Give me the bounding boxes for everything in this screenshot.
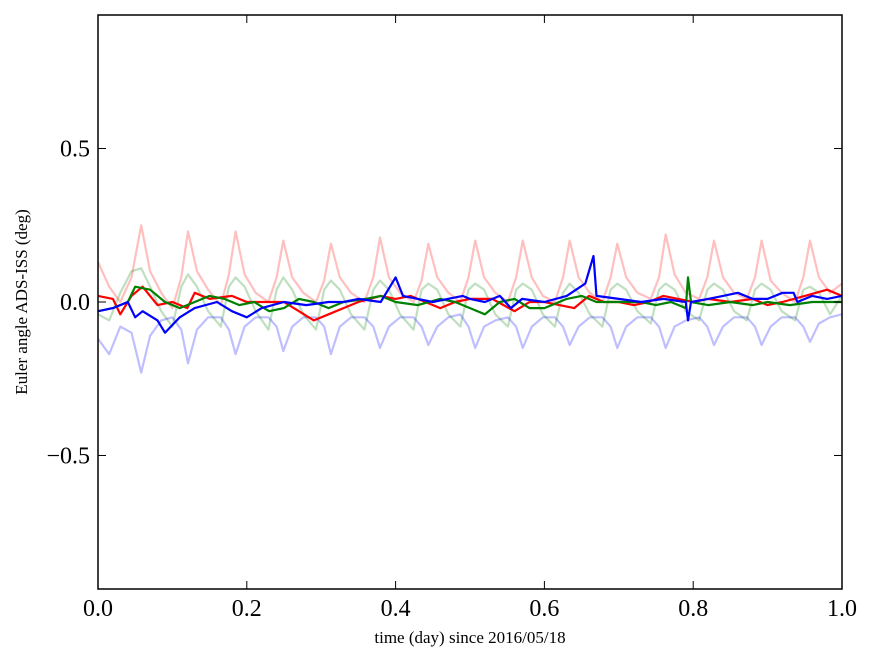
series-line-blue <box>98 254 842 334</box>
plot-area <box>98 15 842 589</box>
y-axis-label: Euler angle ADS-ISS (deg) <box>12 209 31 395</box>
x-axis-label: time (day) since 2016/05/18 <box>374 628 565 647</box>
x-tick-label: 1.0 <box>827 596 857 622</box>
x-tick-label: 0.8 <box>678 596 708 622</box>
series-line-faint-green <box>98 267 842 331</box>
y-tick-label: 0.5 <box>60 137 90 163</box>
x-tick-label: 0.0 <box>83 596 113 622</box>
x-tick-label: 0.4 <box>381 596 411 622</box>
y-tick-label: 0.0 <box>60 290 90 316</box>
plot-frame <box>97 14 843 590</box>
tick-layer: 0.0 0.2 0.4 0.6 0.8 1.0 0.5 0.0 −0.5 <box>46 15 857 622</box>
series-layer <box>98 224 842 374</box>
series-line-green <box>98 276 842 316</box>
series-line-faint-red <box>98 224 842 310</box>
x-tick-label: 0.2 <box>232 596 262 622</box>
x-tick-label: 0.6 <box>529 596 559 622</box>
y-tick-label: −0.5 <box>46 443 90 469</box>
series-line-faint-blue <box>98 313 842 374</box>
